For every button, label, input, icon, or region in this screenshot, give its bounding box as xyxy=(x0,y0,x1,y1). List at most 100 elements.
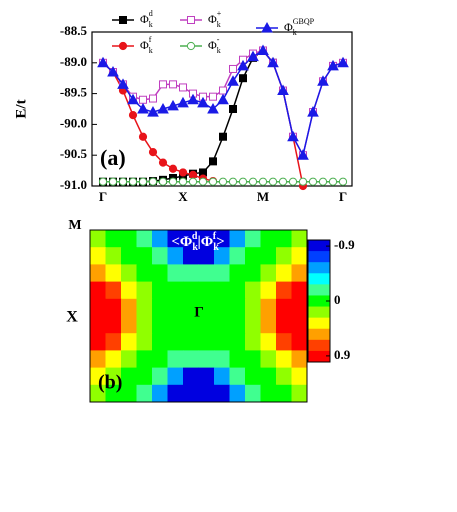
heat-cell xyxy=(121,230,137,248)
heat-cell xyxy=(167,264,184,283)
y-tick-label: -90.5 xyxy=(60,146,88,161)
heat-cell xyxy=(291,298,307,317)
heat-cell xyxy=(291,247,307,265)
legend-sup: + xyxy=(217,9,222,18)
heat-cell xyxy=(183,264,199,283)
marker xyxy=(219,132,227,141)
panel-label: (b) xyxy=(98,372,122,394)
heat-cell xyxy=(214,264,230,283)
legend-label: Φk - xyxy=(208,35,221,55)
heat-cell xyxy=(90,264,106,283)
heat-cell xyxy=(167,247,184,265)
heat-cell xyxy=(152,316,168,334)
heat-cell xyxy=(136,384,153,402)
legend-sub: k xyxy=(149,46,153,55)
marker xyxy=(237,59,249,71)
heat-cell xyxy=(105,384,122,402)
marker xyxy=(227,75,239,86)
legend-sub: k xyxy=(149,20,153,29)
heat-cell xyxy=(260,247,277,265)
heat-cell xyxy=(198,367,215,386)
marker xyxy=(98,177,108,186)
heat-cell xyxy=(229,230,246,248)
colorbar-band xyxy=(308,306,330,319)
heat-cell xyxy=(276,316,292,334)
legend-marker xyxy=(187,16,195,24)
heat-cell xyxy=(136,350,153,369)
heat-cell xyxy=(229,384,246,402)
heat-cell xyxy=(214,350,230,369)
marker xyxy=(169,80,177,89)
marker xyxy=(128,111,138,120)
heat-cell xyxy=(214,384,230,402)
y-tick-label: -88.5 xyxy=(60,23,88,38)
marker xyxy=(277,84,289,96)
marker xyxy=(178,168,188,177)
heat-cell xyxy=(198,230,215,248)
colorbar-band xyxy=(308,262,330,274)
heat-cell xyxy=(260,367,277,386)
marker xyxy=(209,157,217,166)
heat-cell xyxy=(90,384,106,402)
colorbar-tick-label: 0.9 xyxy=(334,347,351,362)
x-tick-label: M xyxy=(257,189,269,204)
colorbar-tick-label: 0 xyxy=(334,292,341,307)
heat-cell xyxy=(198,298,215,317)
heat-cell xyxy=(276,384,292,402)
heat-cell xyxy=(245,367,261,386)
marker xyxy=(208,177,218,186)
marker xyxy=(197,96,209,108)
heat-cell xyxy=(229,264,246,283)
map-frame xyxy=(89,229,308,403)
heat-cell xyxy=(167,316,184,334)
colorbar-band xyxy=(308,339,330,352)
heat-cell xyxy=(276,350,292,369)
heat-cell xyxy=(198,281,215,300)
heat-cell xyxy=(167,333,184,351)
plot-frame xyxy=(91,31,353,187)
heat-cell xyxy=(121,298,137,317)
heat-cell xyxy=(214,247,230,265)
heat-cell xyxy=(167,367,184,386)
legend-sub: k xyxy=(217,20,221,29)
marker xyxy=(298,177,308,186)
marker xyxy=(207,102,219,114)
marker xyxy=(158,158,168,167)
heat-cell xyxy=(291,316,307,334)
heat-cell xyxy=(229,316,246,334)
heat-cell xyxy=(90,350,106,369)
heat-cell xyxy=(152,384,168,402)
marker xyxy=(328,177,338,186)
marker xyxy=(188,177,198,186)
heat-cell xyxy=(214,333,230,351)
heat-cell xyxy=(167,350,184,369)
heat-cell xyxy=(167,298,184,317)
heat-cell xyxy=(136,230,153,248)
marker xyxy=(167,99,179,111)
marker xyxy=(209,92,217,101)
legend-label: Φkd xyxy=(140,9,153,29)
marker xyxy=(97,56,109,68)
heat-cell xyxy=(152,350,168,369)
colorbar-band xyxy=(308,317,330,330)
colorbar-tick-label: -0.9 xyxy=(334,237,355,252)
heat-cell xyxy=(183,298,199,317)
marker xyxy=(258,177,268,186)
heat-cell xyxy=(198,247,215,265)
colorbar-band xyxy=(308,251,330,263)
heat-cell xyxy=(245,281,261,300)
heat-cell xyxy=(198,350,215,369)
heat-cell xyxy=(245,264,261,283)
heat-cell xyxy=(245,384,261,402)
heat-cell xyxy=(90,230,106,248)
y-axis-label: E/t xyxy=(13,99,29,118)
heat-cell xyxy=(229,247,246,265)
heat-cell xyxy=(183,384,199,402)
heat-cell xyxy=(229,350,246,369)
legend-sup: - xyxy=(217,35,220,44)
heat-cell xyxy=(90,247,106,265)
marker xyxy=(198,177,208,186)
marker xyxy=(148,148,158,157)
heat-cell xyxy=(152,367,168,386)
heat-cell xyxy=(105,230,122,248)
